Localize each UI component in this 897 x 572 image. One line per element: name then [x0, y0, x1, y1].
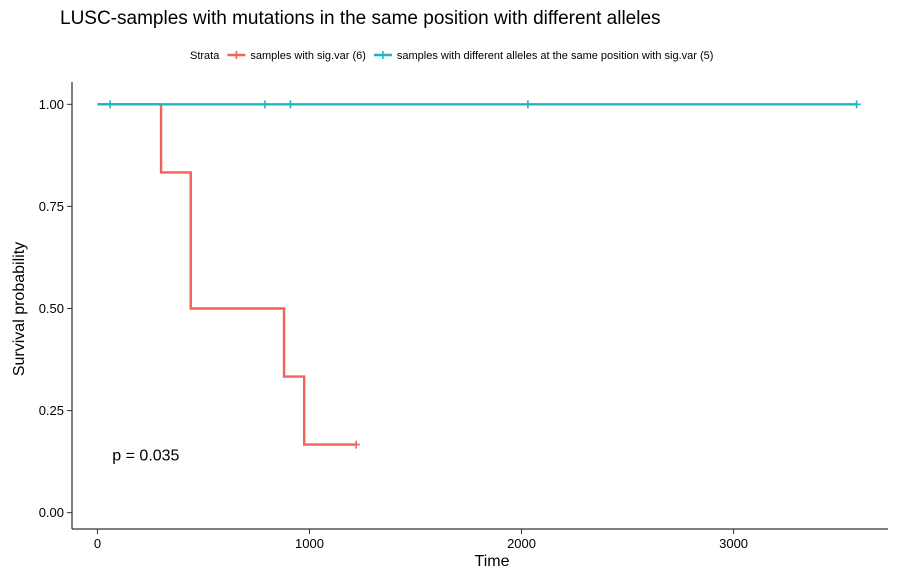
x-tick-label: 3000 — [719, 536, 748, 551]
censor-mark — [352, 440, 361, 449]
censor-mark — [106, 100, 115, 109]
x-axis-title: Time — [475, 553, 510, 570]
y-tick-label: 0.75 — [39, 199, 64, 214]
y-tick-label: 0.25 — [39, 403, 64, 418]
censor-mark — [286, 100, 295, 109]
x-tick-label: 1000 — [295, 536, 324, 551]
legend-label-1: samples with sig.var (6) — [250, 50, 366, 62]
y-tick-label: 0.50 — [39, 301, 64, 316]
y-axis-title: Survival probability — [11, 242, 28, 376]
y-tick-label: 0.00 — [39, 505, 64, 520]
legend-label-2: samples with different alleles at the sa… — [397, 50, 714, 62]
plot-area: 0.00 0.25 0.50 0.75 1.00 0 1000 2000 3000 p = 0.0… — [39, 82, 888, 551]
censor-mark — [260, 100, 269, 109]
p-value-annotation: p = 0.035 — [112, 448, 179, 465]
chart-title: LUSC-samples with mutations in the same … — [60, 8, 661, 29]
x-tick-label: 2000 — [507, 536, 536, 551]
legend-title: Strata — [190, 50, 220, 62]
series-line-1 — [97, 103, 357, 446]
legend: Strata samples with sig.var (6) samples wi… — [190, 50, 713, 62]
censor-mark — [523, 100, 532, 109]
x-tick-label: 0 — [94, 536, 101, 551]
censor-mark — [852, 100, 861, 109]
y-tick-label: 1.00 — [39, 97, 64, 112]
